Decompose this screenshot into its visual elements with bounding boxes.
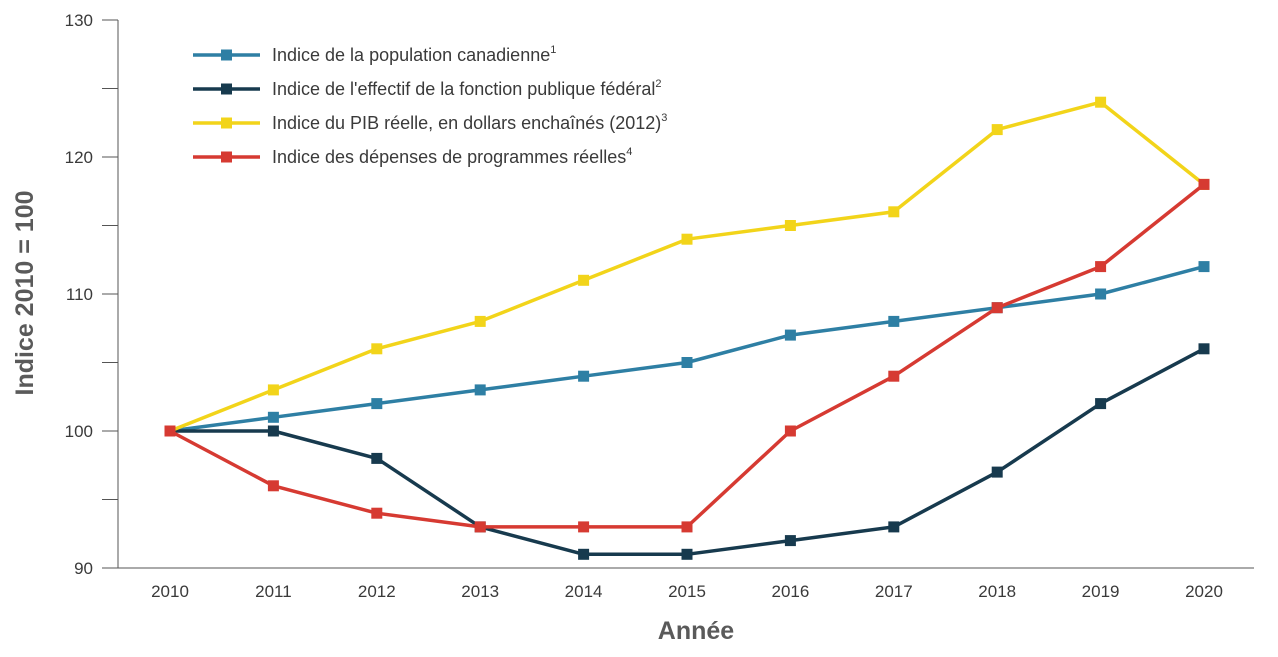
legend-item: Indice des dépenses de programmes réelle…: [193, 146, 632, 167]
series-line: [169, 264, 1205, 433]
data-point: [371, 507, 383, 519]
x-tick-label: 2016: [771, 582, 809, 601]
data-point: [784, 535, 796, 547]
axes: 90 100 110 120 130 2010 2011 2012 2013 2014 2015 20…: [65, 11, 1254, 601]
data-point: [784, 329, 796, 341]
legend-swatch-marker: [221, 83, 232, 95]
legend-footnote-marker: 1: [550, 44, 556, 56]
y-tick-label: 130: [65, 11, 93, 30]
legend-label: Indice des dépenses de programmes réelle…: [272, 146, 632, 167]
legend: Indice de la population canadienne1 Indic…: [193, 44, 667, 167]
legend-item: Indice de l'effectif de la fonction publ…: [193, 78, 662, 99]
data-point: [578, 548, 590, 560]
data-point: [371, 398, 383, 410]
data-point: [267, 425, 279, 437]
y-tick-label: 120: [65, 148, 93, 167]
y-tick-label: 110: [66, 285, 93, 304]
data-point: [681, 357, 693, 368]
legend-footnote-marker: 3: [661, 112, 667, 124]
x-tick-label: 2018: [978, 582, 1016, 601]
data-point: [784, 220, 796, 231]
legend-footnote-marker: 4: [626, 146, 632, 158]
x-tick-label: 2014: [565, 582, 603, 601]
data-point: [888, 370, 900, 382]
legend-label: Indice de l'effectif de la fonction publ…: [272, 78, 662, 99]
x-tick-label: 2010: [151, 582, 189, 601]
legend-swatch-marker: [221, 151, 232, 163]
data-point: [681, 521, 693, 533]
legend-label: Indice de la population canadienne1: [272, 44, 556, 65]
data-point: [1095, 288, 1107, 300]
data-point: [371, 452, 383, 464]
data-point: [474, 384, 486, 396]
data-point: [267, 480, 279, 492]
data-point: [1198, 178, 1210, 190]
data-point: [1198, 261, 1210, 273]
x-tick-label: 2011: [255, 582, 292, 601]
legend-item: Indice de la population canadienne1: [193, 44, 556, 65]
data-point: [164, 425, 176, 437]
data-point: [888, 206, 900, 218]
x-tick-label: 2019: [1082, 582, 1120, 601]
data-point: [888, 315, 900, 327]
legend-swatch-marker: [221, 49, 232, 61]
x-axis-title: Année: [658, 617, 735, 645]
x-tick-label: 2015: [668, 582, 706, 601]
data-point: [784, 425, 796, 437]
data-point: [474, 521, 486, 533]
y-tick-label: 90: [74, 559, 93, 578]
data-point: [267, 411, 279, 423]
x-tick-label: 2017: [875, 582, 913, 601]
data-point: [888, 521, 900, 533]
legend-item: Indice du PIB réelle, en dollars enchaîn…: [193, 112, 667, 133]
data-point: [681, 548, 693, 560]
data-point: [578, 370, 590, 382]
y-axis-title: Indice 2010 = 100: [11, 190, 39, 395]
data-point: [578, 274, 590, 286]
data-point: [1198, 343, 1210, 355]
data-point: [474, 315, 486, 327]
x-tick-label: 2012: [358, 582, 396, 601]
legend-footnote-marker: 2: [655, 78, 661, 90]
data-point: [681, 233, 693, 245]
y-tick-label: 100: [65, 422, 93, 441]
legend-swatch-marker: [221, 117, 232, 129]
data-point: [371, 343, 383, 355]
data-point: [1095, 96, 1107, 108]
legend-label: Indice du PIB réelle, en dollars enchaîn…: [272, 112, 667, 133]
data-point: [991, 124, 1003, 136]
data-point: [991, 302, 1003, 314]
x-tick-label: 2020: [1185, 582, 1223, 601]
data-point: [1095, 261, 1107, 273]
data-point: [267, 384, 279, 396]
series-layer: [164, 96, 1210, 560]
data-point: [991, 466, 1003, 478]
data-point: [1095, 398, 1107, 410]
series-group: [164, 178, 1210, 533]
x-tick-label: 2013: [461, 582, 499, 601]
data-point: [578, 521, 590, 533]
